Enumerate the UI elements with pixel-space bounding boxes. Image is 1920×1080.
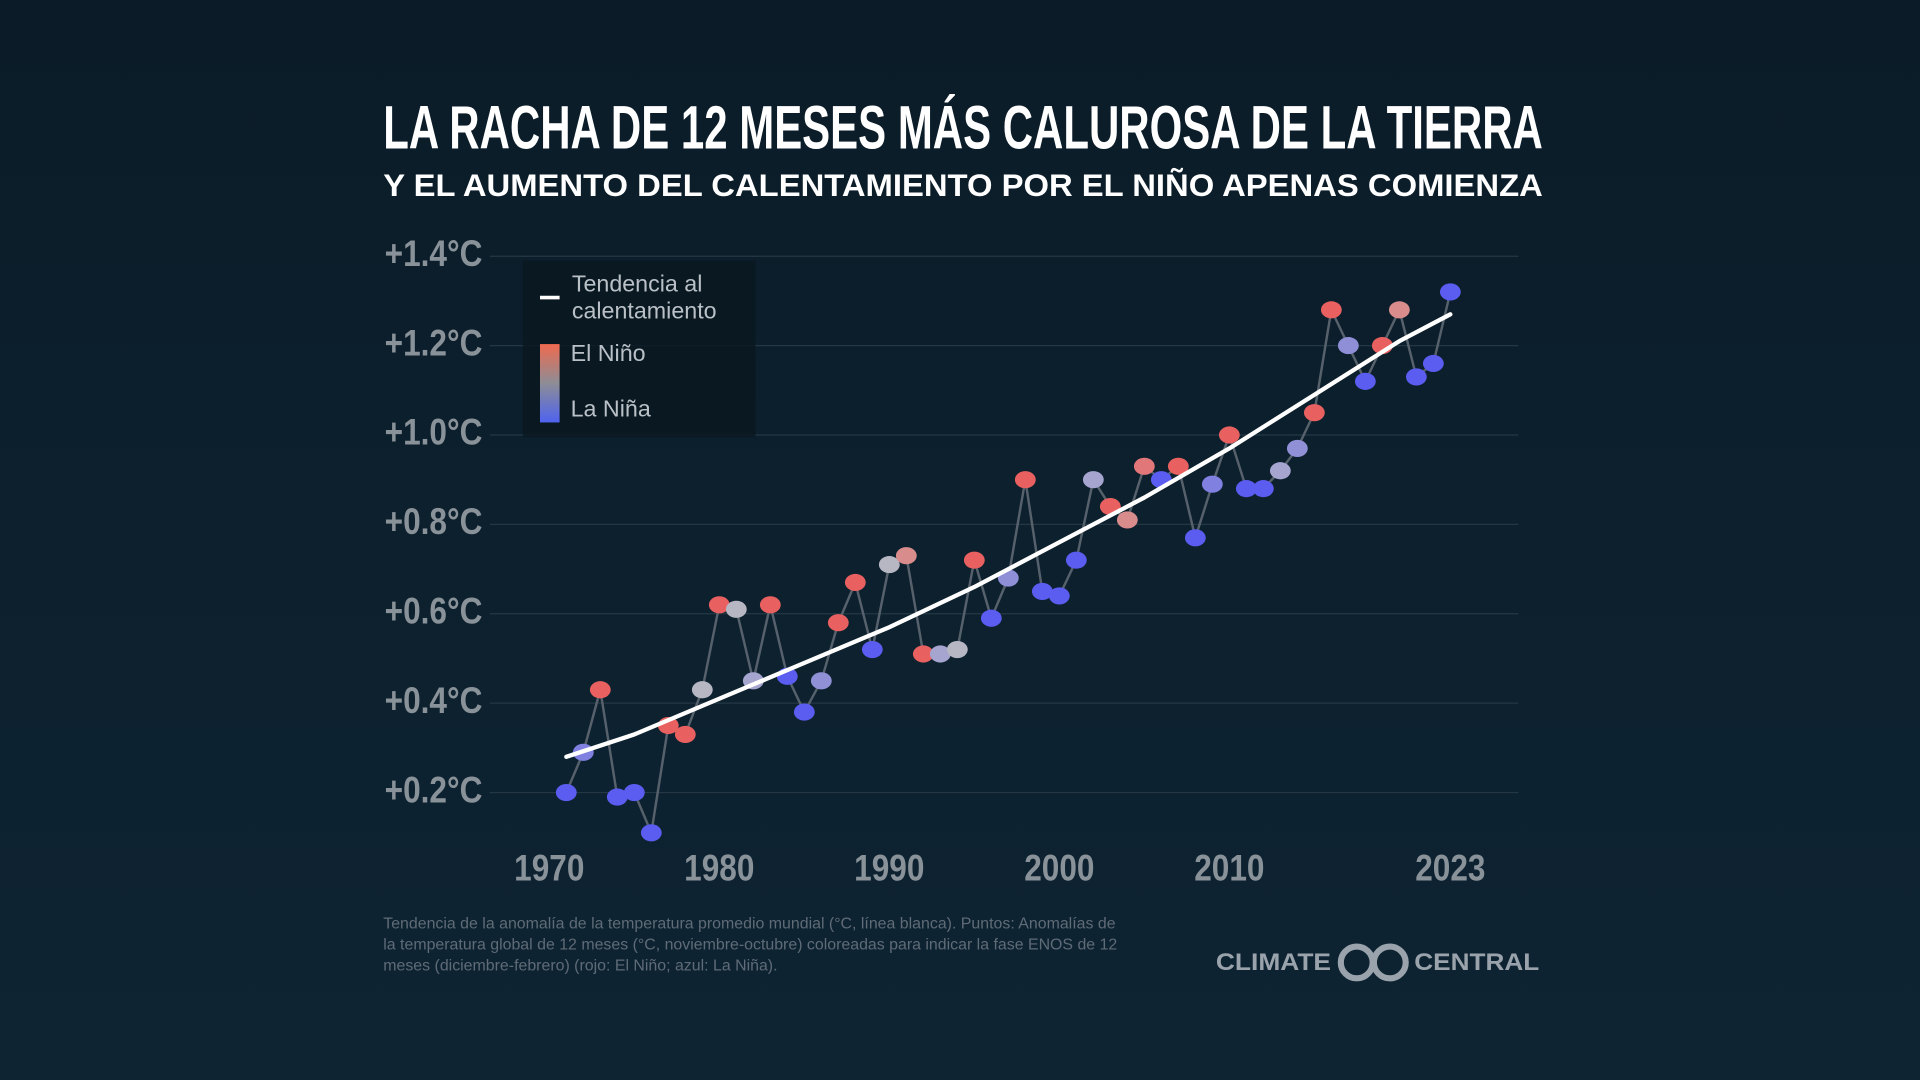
legend-label: El Niño [571, 340, 646, 366]
data-point [1303, 404, 1325, 422]
x-tick-label: 1970 [514, 848, 584, 889]
data-point [878, 556, 900, 574]
data-point [606, 788, 628, 806]
data-point [1388, 301, 1410, 319]
data-point [555, 783, 577, 802]
legend-box [522, 260, 756, 438]
data-point [1031, 582, 1053, 600]
data-point [1201, 475, 1223, 493]
data-point [1082, 471, 1104, 489]
data-point [1439, 283, 1461, 301]
data-point [861, 640, 883, 659]
data-point [640, 824, 662, 842]
x-tick-label: 2010 [1194, 848, 1264, 889]
footnote: Tendencia de la anomalía de la temperatu… [383, 916, 1115, 933]
data-point [1218, 426, 1240, 444]
chart-subtitle: Y EL AUMENTO DEL CALENTAMIENTO POR EL NI… [383, 167, 1543, 203]
y-tick-label: +0.4°C [385, 681, 483, 722]
y-tick-label: +0.8°C [385, 502, 483, 543]
data-point [708, 596, 730, 614]
x-tick-label: 1990 [854, 848, 924, 889]
logo-icon [1370, 943, 1409, 982]
data-point [844, 573, 866, 592]
data-point [1235, 480, 1257, 498]
legend-enso-scale [540, 344, 560, 423]
data-point [725, 600, 747, 618]
data-point [1337, 337, 1359, 355]
data-point [895, 547, 917, 565]
data-point [674, 725, 696, 744]
y-tick-label: +1.0°C [385, 413, 483, 454]
data-point [980, 609, 1002, 627]
y-tick-label: +0.2°C [385, 770, 483, 811]
data-point [623, 783, 645, 802]
chart-title: LA RACHA DE 12 MESES MÁS CALUROSA DE LA … [383, 93, 1543, 161]
data-point [589, 681, 611, 699]
y-tick-label: +1.2°C [385, 323, 483, 364]
legend-label: Tendencia al [572, 270, 703, 296]
plot-area: +0.2°C +0.4°C +0.6°C +0.8°C +1.0°C +1.2°C +1.4… [385, 234, 1519, 889]
data-point [1422, 354, 1444, 373]
logo-text: CENTRAL [1414, 949, 1539, 976]
data-point [1252, 480, 1274, 498]
data-point [1133, 457, 1155, 475]
data-point [912, 645, 934, 663]
data-point [929, 645, 951, 663]
logo: CLIMATE CENTRAL [1216, 943, 1539, 982]
x-tick-label: 2000 [1024, 848, 1094, 889]
data-point [963, 551, 985, 569]
data-point [1048, 587, 1070, 605]
data-point [1354, 372, 1376, 390]
data-point [1065, 551, 1087, 569]
data-point [1184, 529, 1206, 547]
data-point [1286, 439, 1308, 457]
data-point [691, 681, 713, 699]
y-tick-label: +1.4°C [385, 234, 483, 275]
legend-label: calentamiento [572, 297, 717, 323]
data-point [1167, 457, 1189, 475]
data-point [1269, 462, 1291, 480]
data-point [759, 596, 781, 614]
footnote: meses (diciembre-febrero) (rojo: El Niño… [383, 957, 777, 974]
x-tick-label: 1980 [684, 848, 754, 889]
trend-line [564, 312, 1453, 759]
y-tick-label: +0.6°C [385, 591, 483, 632]
legend: Tendencia al calentamiento El Niño La Ni… [522, 260, 756, 438]
data-point [1014, 471, 1036, 489]
footnote: la temperatura global de 12 meses (°C, n… [383, 937, 1117, 954]
data-point [946, 640, 968, 659]
data-point [810, 672, 832, 690]
logo-text: CLIMATE [1216, 949, 1331, 976]
x-tick-label: 2023 [1415, 848, 1485, 889]
legend-label: La Niña [571, 395, 651, 421]
data-point [1320, 301, 1342, 319]
data-point [1405, 368, 1427, 386]
data-point [793, 703, 815, 721]
data-point [1116, 511, 1138, 529]
data-point [827, 614, 849, 632]
